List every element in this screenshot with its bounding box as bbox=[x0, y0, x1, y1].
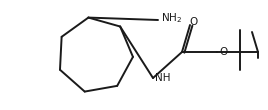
Text: NH: NH bbox=[155, 73, 170, 83]
Text: O: O bbox=[189, 17, 197, 27]
Text: NH$_2$: NH$_2$ bbox=[161, 11, 182, 25]
Text: O: O bbox=[219, 47, 227, 57]
